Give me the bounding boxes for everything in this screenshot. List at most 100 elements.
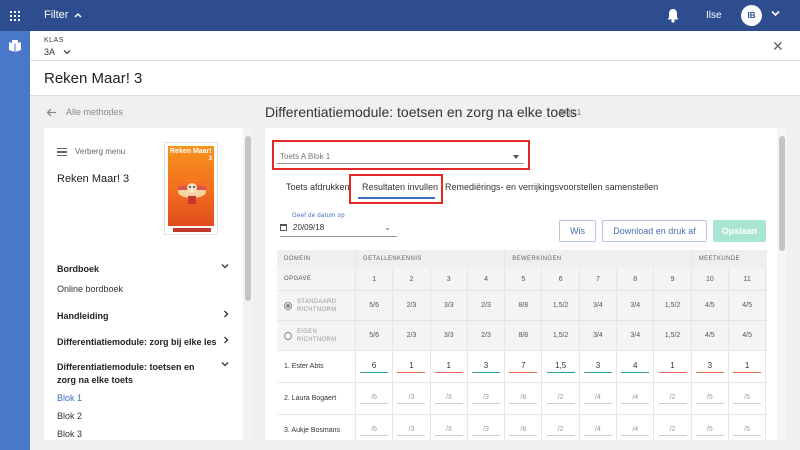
top-bar: Filter Ilse IB [30, 0, 800, 31]
test-select[interactable]: Toets A Blok 1 [277, 148, 524, 164]
score-input[interactable]: 6 [360, 361, 389, 373]
score-cell: 3 [692, 351, 729, 382]
norm-value: 1,5/2 [543, 291, 580, 320]
norm-value: 8/8 [505, 291, 543, 320]
score-input[interactable]: 1,5 [546, 361, 575, 373]
sidebar-item-label: Bordboek [57, 264, 100, 274]
norm-label-cell: EIGEN RICHTNORM [277, 321, 356, 350]
save-button[interactable]: Opslaan [713, 220, 766, 242]
score-cell: /3 [393, 415, 431, 440]
score-input[interactable]: /3 [472, 426, 501, 436]
sidebar-item-bordboek[interactable]: Bordboek [57, 263, 229, 276]
score-input[interactable]: /2 [658, 426, 687, 436]
student-name: 3. Aukje Bosmans [277, 415, 356, 440]
score-input[interactable]: /4 [583, 426, 612, 436]
hide-menu-button[interactable]: Verberg menu [75, 147, 126, 156]
score-input[interactable]: /2 [546, 426, 575, 436]
score-input[interactable]: /2 [658, 394, 687, 404]
score-input[interactable]: /5 [695, 426, 724, 436]
left-rail [0, 0, 30, 450]
score-input[interactable]: /5 [733, 394, 762, 404]
score-cell: 7 [505, 351, 543, 382]
norm-value: 1,5/2 [543, 321, 580, 350]
avatar[interactable]: IB [741, 5, 762, 26]
norm-value: 4/5 [729, 291, 767, 320]
bell-icon[interactable] [666, 8, 680, 23]
score-input[interactable]: /3 [397, 394, 426, 404]
score-input[interactable]: 3 [583, 361, 612, 373]
sidebar-link-blok-3[interactable]: Blok 3 [57, 429, 83, 439]
chevron-down-icon[interactable] [771, 10, 780, 17]
chevron-down-icon: ⌄ [384, 223, 391, 232]
chevron-down-icon [221, 362, 229, 367]
score-input[interactable]: /4 [621, 394, 650, 404]
norm-label-line-2: RICHTNORM [297, 336, 337, 343]
back-link[interactable]: Alle methodes [46, 107, 123, 117]
sidebar-link-blok-1[interactable]: Blok 1 [57, 393, 83, 403]
score-input[interactable]: /5 [733, 426, 762, 436]
sidebar-item-toetsen-en-zorg[interactable]: Differentiatiemodule: toetsen en zorg na… [57, 361, 229, 387]
score-cell: 1 [431, 351, 468, 382]
opgave-number: 2 [393, 268, 431, 290]
sidebar-link-online-bordboek[interactable]: Online bordboek [57, 284, 124, 294]
book-icon[interactable] [8, 40, 22, 52]
apps-grid-icon[interactable] [0, 0, 30, 31]
menu-icon[interactable] [57, 148, 67, 156]
score-input[interactable]: /8 [509, 426, 538, 436]
score-input[interactable]: /4 [621, 426, 650, 436]
radio-button[interactable] [284, 331, 292, 340]
sidebar-link-blok-2[interactable]: Blok 2 [57, 411, 83, 421]
score-input[interactable]: 1 [434, 361, 463, 373]
tab-resultaten-invullen[interactable]: Resultaten invullen [362, 182, 439, 192]
score-input[interactable]: 3 [472, 361, 501, 373]
method-title: Reken Maar! 3 [57, 173, 130, 185]
score-input[interactable]: /2 [546, 394, 575, 404]
tab-remediering[interactable]: Remediërings- en verrijkingsvoorstellen … [445, 182, 659, 192]
filter-toggle[interactable]: Filter [44, 9, 82, 21]
score-cell: /6 [356, 415, 394, 440]
norm-value: 4/5 [692, 291, 729, 320]
main-scrollbar[interactable] [777, 128, 787, 440]
klas-select[interactable]: 3A [44, 47, 71, 57]
score-cell: /2 [654, 415, 692, 440]
tab-toets-afdrukken[interactable]: Toets afdrukken [286, 182, 350, 192]
score-cell: /4 [617, 383, 655, 414]
score-cell: 1 [393, 351, 431, 382]
score-input[interactable]: 4 [621, 361, 650, 373]
arrow-left-icon [46, 108, 56, 116]
score-input[interactable]: 1 [658, 361, 687, 373]
score-input[interactable]: /6 [360, 426, 389, 436]
score-input[interactable]: 7 [509, 361, 538, 373]
score-input[interactable]: /3 [472, 394, 501, 404]
cover-grade: 3 [208, 156, 212, 162]
score-input[interactable]: 1 [733, 361, 762, 373]
score-input[interactable]: /6 [360, 394, 389, 404]
score-input[interactable]: /3 [434, 394, 463, 404]
score-input[interactable]: /5 [695, 394, 724, 404]
score-input[interactable]: 3 [695, 361, 724, 373]
score-input[interactable]: /3 [434, 426, 463, 436]
score-cell: /2 [543, 383, 580, 414]
opgave-number: 5 [505, 268, 543, 290]
close-icon[interactable]: ✕ [772, 38, 784, 54]
sidebar-item-zorg-bij-elke-les[interactable]: Differentiatiemodule: zorg bij elke les [57, 336, 229, 349]
radio-button[interactable] [284, 301, 292, 310]
chevron-up-icon [74, 12, 82, 18]
date-picker[interactable]: 20/09/18 ⌄ [280, 221, 397, 237]
download-button[interactable]: Download en druk af [602, 220, 707, 242]
wis-button[interactable]: Wis [559, 220, 596, 242]
cover-title: Reken Maar! [170, 148, 212, 155]
score-input[interactable]: /8 [509, 394, 538, 404]
score-input[interactable]: /4 [583, 394, 612, 404]
cover-footer [173, 228, 211, 232]
sidebar-item-label: Differentiatiemodule: toetsen en zorg na… [57, 362, 195, 385]
test-select-value: Toets A Blok 1 [280, 152, 331, 161]
norm-value: 4/5 [729, 321, 767, 350]
score-input[interactable]: 1 [397, 361, 426, 373]
date-value: 20/09/18 [293, 223, 325, 232]
sidebar-scrollbar[interactable] [243, 128, 253, 440]
sidebar-item-handleiding[interactable]: Handleiding [57, 310, 229, 323]
opgave-number: 6 [543, 268, 580, 290]
score-cell: /4 [580, 415, 618, 440]
score-input[interactable]: /3 [397, 426, 426, 436]
